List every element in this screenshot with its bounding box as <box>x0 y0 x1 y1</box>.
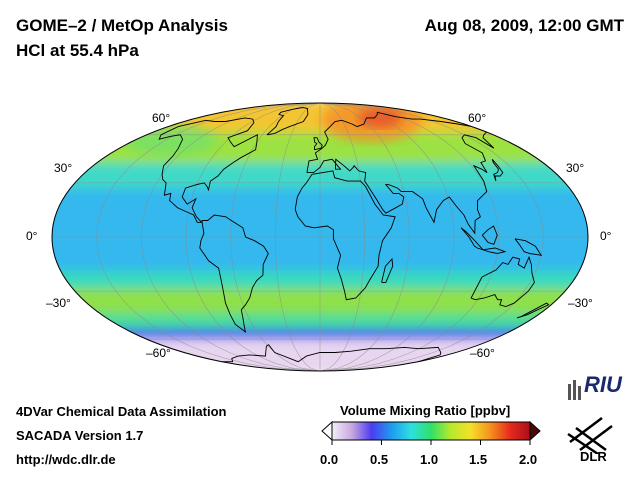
coastline-africa <box>294 170 396 301</box>
colorbar-ramp <box>331 421 531 441</box>
title-instrument: GOME–2 / MetOp Analysis <box>16 16 228 35</box>
pacific-green-patch <box>125 124 215 156</box>
riu-logo-text: RIU <box>584 372 622 397</box>
meridian-line <box>185 103 321 371</box>
coastlines <box>158 107 550 363</box>
footer-method: 4DVar Chemical Data Assimilation <box>16 404 227 419</box>
footer-version: SACADA Version 1.7 <box>16 428 144 443</box>
colorbar-tick-1: 0.5 <box>370 452 389 467</box>
coastline-south-america <box>199 214 269 333</box>
coastline-japan <box>491 159 504 182</box>
lat-label-left-m60: –60° <box>146 346 171 360</box>
coastline-greenland <box>266 107 309 136</box>
colorbar-title: Volume Mixing Ratio [ppbv] <box>340 403 511 418</box>
lat-label-right-30: 30° <box>566 161 585 175</box>
colorbar-tick-0: 0.0 <box>320 452 339 467</box>
coastline-antarctica <box>221 344 442 363</box>
meridian-line <box>230 103 321 371</box>
coastline-north-america <box>158 117 258 223</box>
dlr-logo-icon <box>567 417 613 454</box>
meridian-line <box>319 103 366 371</box>
meridian-line <box>319 103 455 371</box>
meridian-line <box>274 103 321 371</box>
mollweide-map <box>51 102 589 372</box>
colorbar-tick-4: 2.0 <box>519 452 538 467</box>
arctic-high-core <box>358 108 402 128</box>
meridian-line <box>96 103 321 371</box>
graticule <box>52 103 588 371</box>
coastline-new-guinea <box>514 238 543 256</box>
title-species: HCl at 55.4 hPa <box>16 41 139 60</box>
lat-label-left-60: 60° <box>152 111 171 125</box>
map-outline <box>51 102 589 372</box>
meridian-line <box>319 103 410 371</box>
coastline-uk <box>313 137 323 151</box>
coastline-borneo <box>481 225 498 245</box>
meridian-line <box>319 103 500 371</box>
lat-label-right-m60: –60° <box>470 346 495 360</box>
coastline-australia <box>470 255 535 307</box>
dlr-logo-text: DLR <box>580 449 607 464</box>
meridian-line <box>140 103 321 371</box>
coastline-indonesia <box>460 227 507 254</box>
lat-label-right-m30: –30° <box>568 296 593 310</box>
footer-url[interactable]: http://wdc.dlr.de <box>16 452 116 467</box>
lat-label-right-60: 60° <box>468 111 487 125</box>
lat-label-left-30: 30° <box>54 161 73 175</box>
riu-logo-icon <box>568 380 581 400</box>
analysis-datetime: Aug 08, 2009, 12:00 GMT <box>424 16 624 35</box>
lat-label-right-0: 0° <box>600 229 612 243</box>
coastline-europe-asia <box>306 111 495 235</box>
lat-label-left-m30: –30° <box>46 296 71 310</box>
coastline-madagascar <box>381 257 394 283</box>
colorbar-tick-3: 1.5 <box>469 452 488 467</box>
coastline-new-zealand <box>516 302 550 319</box>
colorbar-arrow-right <box>529 420 541 442</box>
colorbar-arrow-left <box>321 420 333 442</box>
colorbar-tick-2: 1.0 <box>420 452 439 467</box>
lat-label-left-0: 0° <box>26 229 38 243</box>
